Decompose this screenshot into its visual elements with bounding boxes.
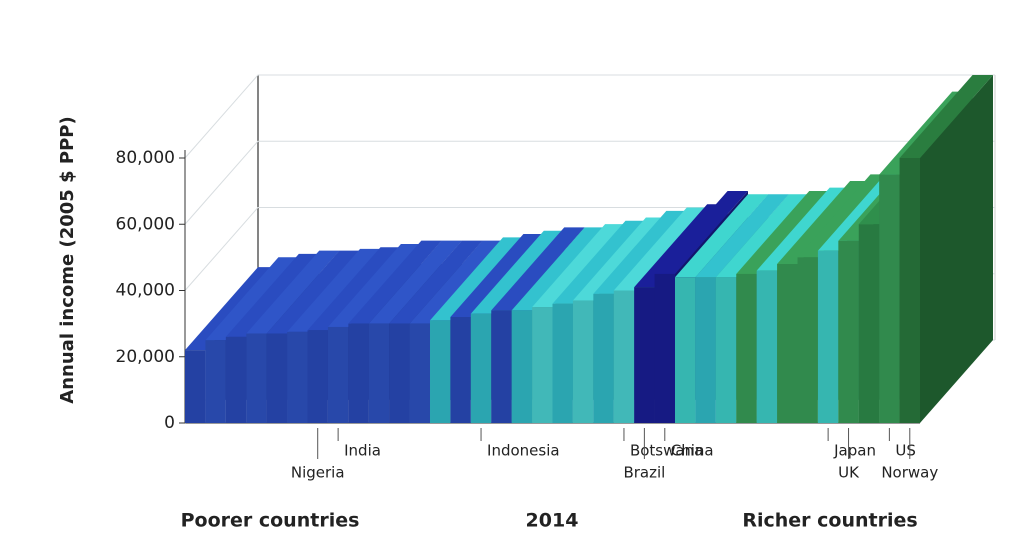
bar [797,257,818,423]
bar [572,300,594,423]
x-tick-label: China [671,442,714,460]
bar [654,273,675,423]
footer-label: Poorer countries [181,510,360,532]
bar [715,277,737,423]
bar [185,350,206,423]
grid-line [184,74,995,159]
x-tick-label: Brazil [623,464,665,482]
bar-top [511,227,606,311]
x-tick-label: Norway [881,464,938,482]
bar [450,317,471,423]
bar [613,290,635,423]
x-tick-label: UK [838,464,860,482]
bar-top [287,248,381,332]
bar [327,326,349,423]
bar [225,336,247,423]
bar [246,333,267,423]
bar-top [715,194,810,278]
y-tick-label: 80,000 [116,148,175,168]
bar [777,264,798,423]
x-tick-label: Botswana [630,442,703,460]
bar [368,323,390,423]
bar [389,323,410,423]
bar [879,174,900,423]
y-tick-label: 0 [164,413,175,433]
footer-label: 2014 [526,510,579,532]
bar [858,224,880,423]
bar-top [675,194,769,278]
bar [838,240,859,423]
bar [348,323,369,423]
bar [205,340,226,423]
bar-top [348,240,442,324]
bar [552,303,573,423]
bar [409,323,430,423]
bar-top [736,190,830,274]
bar-top [368,240,463,324]
grid-line [184,140,995,225]
bar-top [613,207,708,291]
bar-top [654,190,748,274]
bar-top [205,257,299,341]
x-tick-label: India [344,442,381,460]
bar-top [430,237,524,321]
bar-top [552,220,646,304]
bar [675,277,696,423]
bar-top [307,247,401,331]
bar [287,331,308,423]
bar-top [491,227,585,311]
bar [899,158,920,423]
bar [266,333,288,423]
y-tick-label: 20,000 [116,347,175,367]
bar [736,273,757,423]
bar [430,320,451,423]
bar [532,307,553,423]
bar [593,293,614,423]
bar [491,310,512,423]
bar-top [899,75,993,158]
bar-top [695,194,789,278]
bar [634,287,655,423]
bar-side [920,75,993,423]
x-tick-label: US [895,442,916,460]
bar-top [450,234,544,317]
y-axis-label: Annual income (2005 $ PPP) [57,116,78,403]
bar [756,270,778,423]
bar [511,310,533,423]
bar [307,330,328,423]
bar-top [266,250,361,334]
bar-top [532,224,626,308]
bar-top [327,243,422,327]
bar [470,313,492,423]
y-tick-label: 40,000 [116,281,175,301]
bar-top [246,250,340,334]
x-tick-label: Indonesia [487,442,560,460]
x-tick-label: Nigeria [291,464,345,482]
bar-top [593,210,687,294]
bar [817,250,839,423]
y-tick-label: 60,000 [116,214,175,234]
bar-top [470,230,565,314]
footer-label: Richer countries [742,510,917,532]
bar-top [225,253,320,337]
x-tick-label: Japan [833,442,876,460]
bar [695,277,716,423]
bar-top [409,240,503,324]
bar-top [389,240,483,324]
